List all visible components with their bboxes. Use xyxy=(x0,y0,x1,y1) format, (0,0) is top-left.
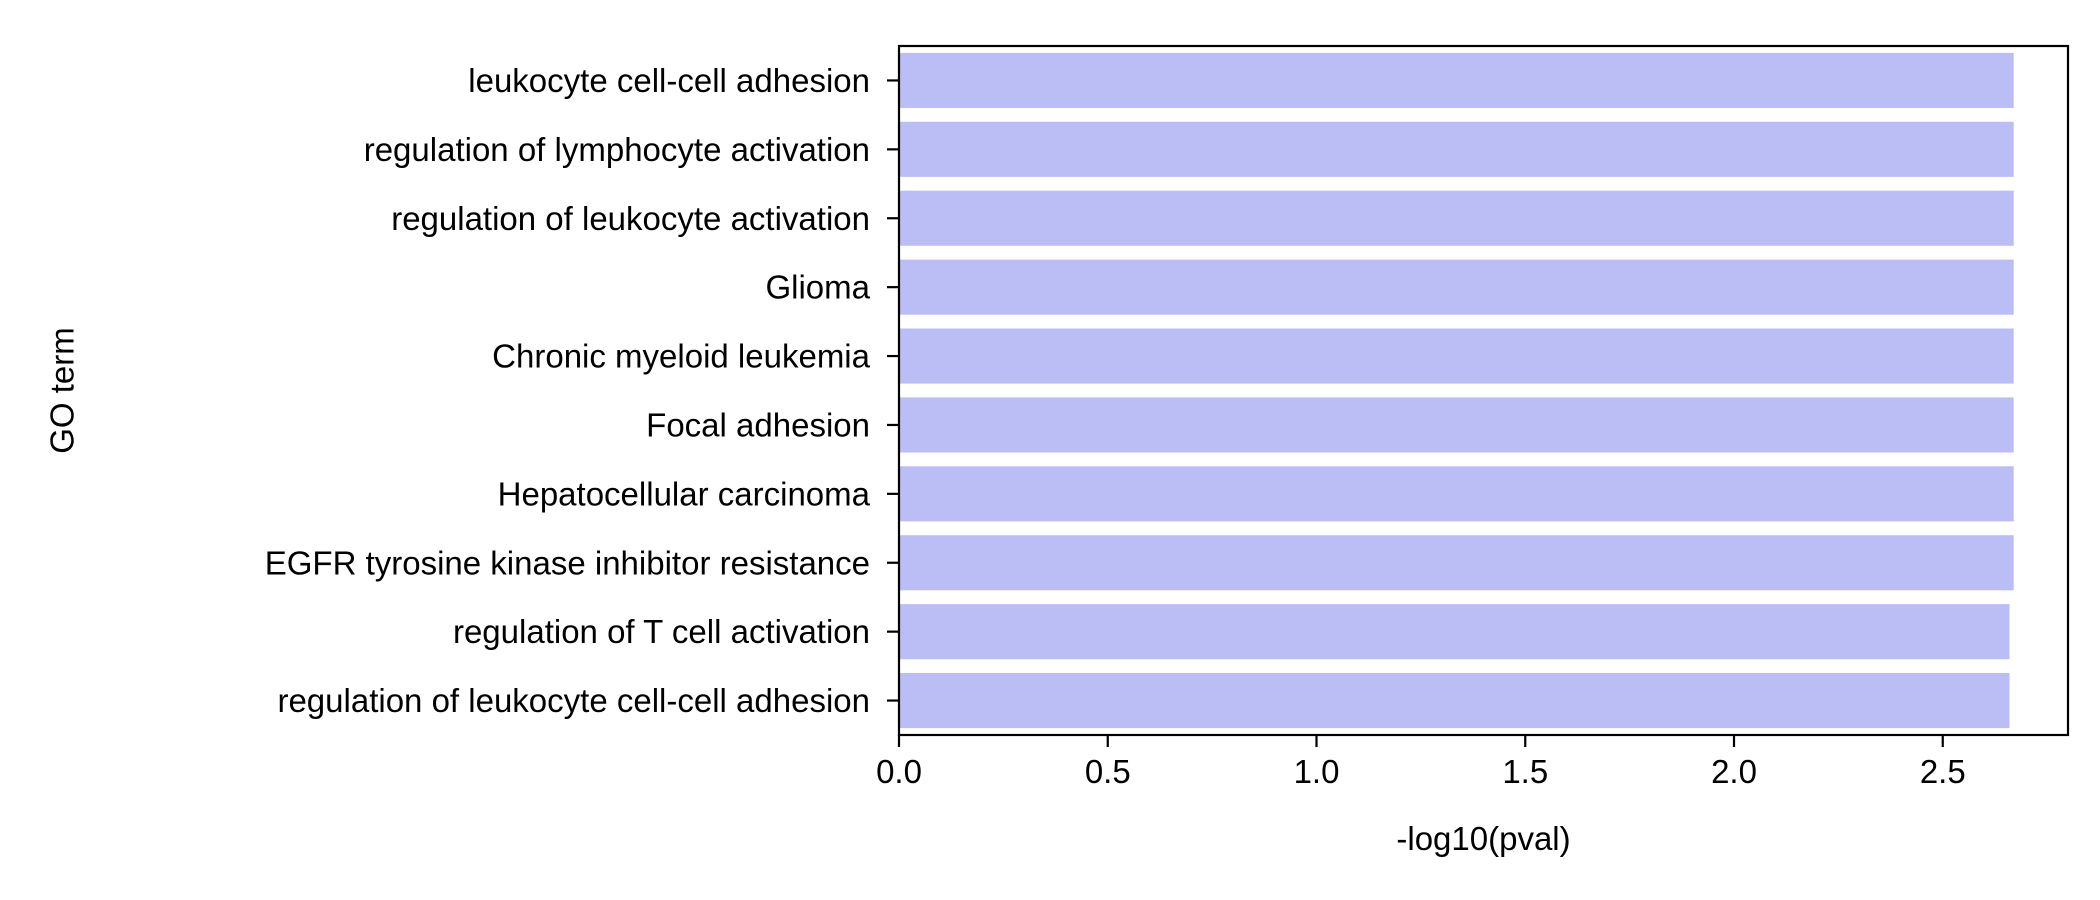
bars-group xyxy=(899,52,2014,729)
y-tick-label: regulation of leukocyte activation xyxy=(391,200,870,237)
y-tick-label: leukocyte cell-cell adhesion xyxy=(468,62,870,99)
y-tick-label: EGFR tyrosine kinase inhibitor resistanc… xyxy=(265,544,870,581)
plot-frame xyxy=(897,44,2070,737)
y-tick-label: Focal adhesion xyxy=(646,406,870,443)
x-tick-label: 0.5 xyxy=(1085,753,1131,790)
x-tick-label: 2.5 xyxy=(1920,753,1966,790)
y-axis-title: GO term xyxy=(44,327,81,454)
y-tick-label: Chronic myeloid leukemia xyxy=(492,338,870,375)
x-tick-label: 1.0 xyxy=(1294,753,1340,790)
y-tick-label: regulation of leukocyte cell-cell adhesi… xyxy=(277,682,870,719)
bar xyxy=(899,672,2010,729)
x-tick-label: 0.0 xyxy=(876,753,922,790)
bar xyxy=(899,466,2014,522)
x-tick-label: 1.5 xyxy=(1502,753,1548,790)
x-tick-label: 2.0 xyxy=(1711,753,1757,790)
bar xyxy=(899,604,2010,660)
bar xyxy=(899,535,2014,591)
bar xyxy=(899,121,2014,177)
x-axis-ticks: 0.0 0.5 1.0 1.5 2.0 2.5 xyxy=(876,735,1966,790)
bar xyxy=(899,259,2014,315)
x-axis-title: -log10(pval) xyxy=(1396,820,1570,857)
y-tick-label: regulation of lymphocyte activation xyxy=(364,131,870,168)
bar xyxy=(899,190,2014,246)
y-tick-label: Hepatocellular carcinoma xyxy=(498,475,871,512)
y-tick-label: regulation of T cell activation xyxy=(453,613,870,650)
bar xyxy=(899,52,2014,109)
bar xyxy=(899,328,2014,384)
bar xyxy=(899,397,2014,453)
y-axis-ticks: leukocyte cell-cell adhesion regulation o… xyxy=(265,62,899,719)
y-tick-label: Glioma xyxy=(765,269,870,306)
